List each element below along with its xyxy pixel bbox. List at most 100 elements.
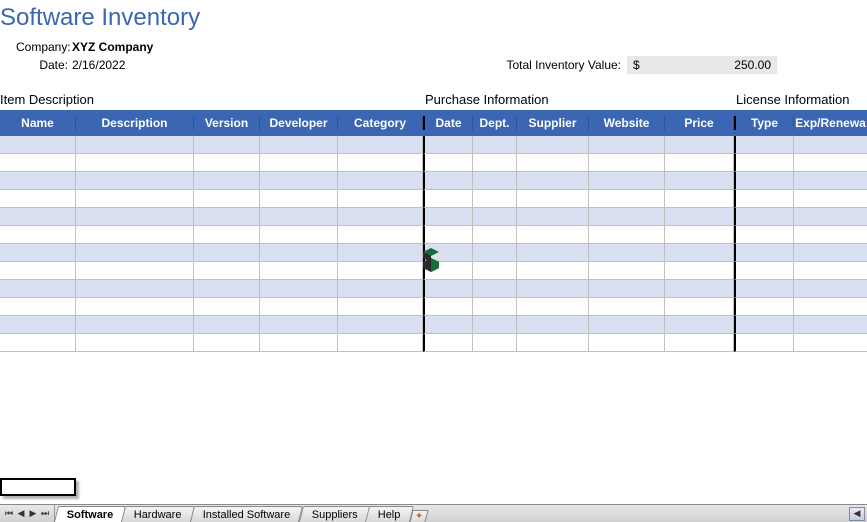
cell-dept[interactable] (473, 298, 517, 316)
nav-next-icon[interactable]: ▶ (28, 508, 38, 520)
cell-dev[interactable] (260, 136, 338, 154)
table-row[interactable] (0, 208, 867, 226)
cell-descr[interactable] (76, 190, 194, 208)
cell-date[interactable] (423, 226, 473, 244)
col-category[interactable]: Category (338, 116, 423, 130)
cell-exp[interactable] (794, 190, 867, 208)
cell-supp[interactable] (517, 316, 589, 334)
cell-exp[interactable] (794, 298, 867, 316)
col-website[interactable]: Website (589, 116, 665, 130)
cell-name[interactable] (0, 316, 76, 334)
cell-type[interactable] (734, 262, 794, 280)
sheet-tab-installed-software[interactable]: Installed Software (190, 506, 303, 522)
cell-price[interactable] (665, 208, 734, 226)
sheet-tab-suppliers[interactable]: Suppliers (299, 506, 371, 522)
cell-type[interactable] (734, 280, 794, 298)
cell-web[interactable] (589, 208, 665, 226)
cell-web[interactable] (589, 316, 665, 334)
cell-type[interactable] (734, 190, 794, 208)
table-row[interactable] (0, 154, 867, 172)
cell-cat[interactable] (338, 190, 423, 208)
col-developer[interactable]: Developer (260, 116, 338, 130)
cell-vers[interactable] (194, 298, 260, 316)
cell-cat[interactable] (338, 334, 423, 352)
cell-supp[interactable] (517, 190, 589, 208)
cell-web[interactable] (589, 298, 665, 316)
cell-vers[interactable] (194, 262, 260, 280)
nav-first-icon[interactable]: ⏮ (4, 508, 14, 520)
cell-price[interactable] (665, 316, 734, 334)
cell-type[interactable] (734, 316, 794, 334)
insert-sheet-icon[interactable]: ✦ (410, 510, 429, 522)
cell-dept[interactable] (473, 262, 517, 280)
sheet-tab-hardware[interactable]: Hardware (121, 506, 195, 522)
cell-web[interactable] (589, 226, 665, 244)
cell-type[interactable] (734, 334, 794, 352)
col-name[interactable]: Name (0, 116, 76, 130)
nav-last-icon[interactable]: ⏭ (40, 508, 50, 520)
cell-dev[interactable] (260, 316, 338, 334)
scroll-left-icon[interactable]: ◀ (849, 507, 865, 521)
cell-dept[interactable] (473, 226, 517, 244)
cell-descr[interactable] (76, 316, 194, 334)
cell-exp[interactable] (794, 208, 867, 226)
cell-descr[interactable] (76, 244, 194, 262)
cell-date[interactable] (423, 334, 473, 352)
cell-name[interactable] (0, 190, 76, 208)
col-description[interactable]: Description (76, 116, 194, 130)
cell-price[interactable] (665, 280, 734, 298)
cell-exp[interactable] (794, 334, 867, 352)
cell-cat[interactable] (338, 154, 423, 172)
horizontal-scrollbar[interactable]: ◀ (427, 505, 867, 522)
cell-name[interactable] (0, 154, 76, 172)
table-row[interactable] (0, 280, 867, 298)
cell-supp[interactable] (517, 154, 589, 172)
cell-vers[interactable] (194, 190, 260, 208)
cell-web[interactable] (589, 136, 665, 154)
cell-web[interactable] (589, 172, 665, 190)
cell-date[interactable] (423, 262, 473, 280)
cell-price[interactable] (665, 172, 734, 190)
cell-web[interactable] (589, 334, 665, 352)
cell-price[interactable] (665, 334, 734, 352)
cell-supp[interactable] (517, 244, 589, 262)
cell-descr[interactable] (76, 262, 194, 280)
cell-exp[interactable] (794, 244, 867, 262)
cell-name[interactable] (0, 298, 76, 316)
cell-type[interactable] (734, 136, 794, 154)
cell-vers[interactable] (194, 280, 260, 298)
cell-cat[interactable] (338, 316, 423, 334)
cell-date[interactable] (423, 172, 473, 190)
cell-exp[interactable] (794, 136, 867, 154)
cell-dept[interactable] (473, 172, 517, 190)
cell-dev[interactable] (260, 154, 338, 172)
cell-cat[interactable] (338, 136, 423, 154)
cell-vers[interactable] (194, 334, 260, 352)
cell-name[interactable] (0, 208, 76, 226)
cell-descr[interactable] (76, 334, 194, 352)
cell-dept[interactable] (473, 334, 517, 352)
cell-date[interactable] (423, 208, 473, 226)
table-row[interactable] (0, 226, 867, 244)
cell-dept[interactable] (473, 190, 517, 208)
cell-cat[interactable] (338, 244, 423, 262)
col-price[interactable]: Price (665, 116, 734, 130)
cell-name[interactable] (0, 172, 76, 190)
cell-cat[interactable] (338, 172, 423, 190)
cell-price[interactable] (665, 262, 734, 280)
cell-vers[interactable] (194, 136, 260, 154)
cell-descr[interactable] (76, 208, 194, 226)
cell-vers[interactable] (194, 172, 260, 190)
cell-price[interactable] (665, 154, 734, 172)
cell-dev[interactable] (260, 262, 338, 280)
cell-dev[interactable] (260, 172, 338, 190)
cell-name[interactable] (0, 244, 76, 262)
col-supplier[interactable]: Supplier (517, 116, 589, 130)
cell-dept[interactable] (473, 316, 517, 334)
cell-descr[interactable] (76, 136, 194, 154)
cell-vers[interactable] (194, 208, 260, 226)
cell-supp[interactable] (517, 262, 589, 280)
cell-web[interactable] (589, 190, 665, 208)
cell-supp[interactable] (517, 208, 589, 226)
table-row[interactable] (0, 190, 867, 208)
